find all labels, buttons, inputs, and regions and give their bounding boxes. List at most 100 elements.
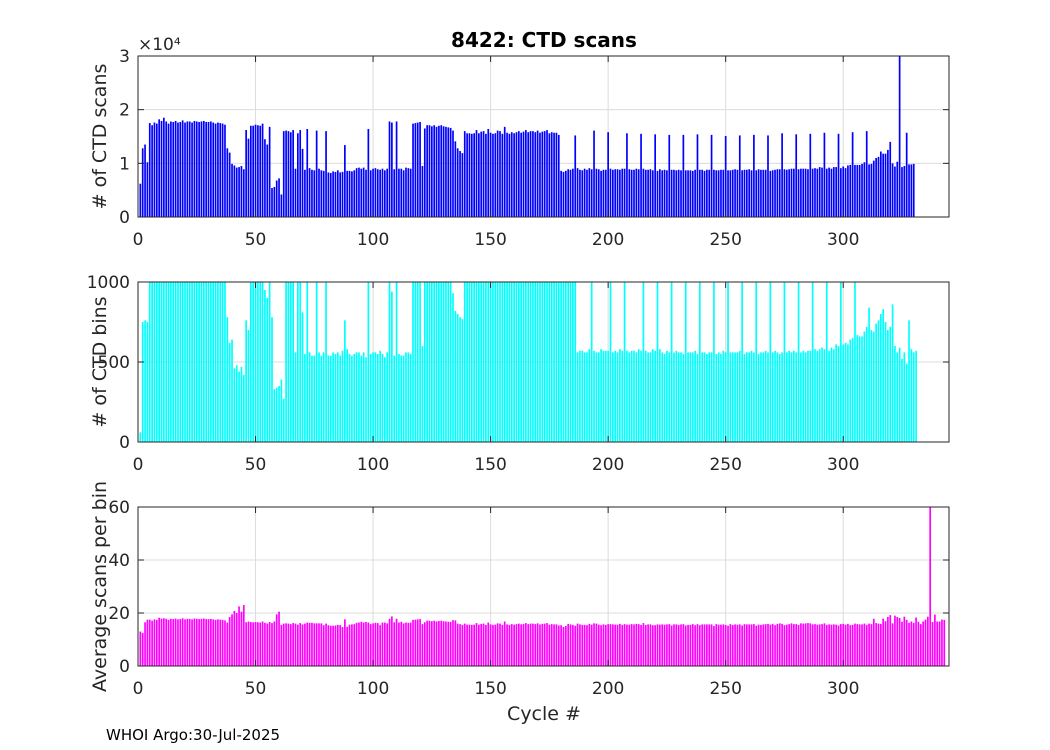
bar — [485, 282, 487, 442]
bar — [233, 165, 236, 217]
bar — [557, 134, 560, 217]
bar — [943, 619, 946, 666]
bar — [217, 122, 219, 217]
bar — [701, 169, 704, 217]
bar — [884, 322, 887, 442]
bar — [322, 170, 325, 217]
bar — [875, 323, 877, 442]
bar — [774, 625, 776, 666]
bar — [240, 366, 243, 442]
bar — [160, 618, 163, 666]
bar — [200, 121, 203, 217]
bar — [367, 282, 370, 442]
bar — [278, 611, 280, 666]
bar — [703, 352, 706, 442]
bar — [572, 282, 574, 442]
bar — [386, 623, 389, 666]
bar — [546, 130, 548, 217]
bar — [198, 619, 200, 666]
bar — [593, 130, 595, 217]
bar — [351, 355, 353, 442]
bar — [626, 133, 628, 217]
bar — [466, 133, 468, 217]
bar — [539, 282, 541, 442]
bar — [473, 282, 475, 442]
bar — [868, 164, 870, 217]
bar — [463, 282, 466, 442]
bar — [795, 352, 798, 442]
bar — [825, 168, 828, 217]
bar — [170, 618, 172, 666]
bar — [400, 355, 403, 442]
bar — [228, 152, 231, 217]
bar — [684, 170, 687, 217]
bar — [741, 625, 743, 666]
bar — [440, 620, 443, 666]
bar — [682, 354, 685, 442]
x-tick-label: 250 — [709, 230, 741, 250]
bar — [830, 168, 833, 217]
bar — [828, 624, 830, 666]
bar — [430, 282, 433, 442]
bar — [644, 624, 647, 666]
bar — [423, 128, 426, 217]
bar — [710, 624, 713, 666]
bar — [560, 282, 562, 442]
bar — [593, 623, 595, 666]
bar — [327, 172, 330, 217]
bar — [508, 282, 511, 442]
bar — [306, 622, 309, 666]
bar — [595, 168, 598, 217]
bar — [301, 624, 304, 666]
bar — [722, 624, 725, 666]
bar — [870, 330, 873, 442]
bar — [461, 624, 464, 666]
bar — [383, 622, 386, 666]
bar — [510, 282, 513, 442]
bar — [170, 121, 172, 217]
bar — [750, 350, 753, 442]
bar — [889, 141, 892, 217]
bar — [515, 282, 518, 442]
bar — [492, 624, 494, 666]
bar — [391, 122, 393, 217]
bar — [675, 350, 678, 442]
bar — [793, 168, 795, 217]
bar — [753, 624, 755, 666]
bar — [339, 625, 342, 666]
bar — [727, 625, 729, 666]
x-tick-label: 100 — [357, 455, 389, 475]
bar — [405, 622, 407, 666]
bar — [346, 170, 349, 217]
bar — [141, 148, 144, 217]
bar — [757, 354, 760, 442]
bar — [527, 624, 530, 666]
bar — [870, 624, 873, 666]
bar — [762, 624, 765, 666]
y-tick-label: 3 — [119, 47, 130, 67]
bar — [273, 186, 276, 217]
bar — [656, 624, 659, 666]
bar — [771, 623, 774, 666]
bar — [412, 282, 414, 442]
bar — [595, 623, 598, 666]
bar — [659, 169, 661, 217]
bar — [388, 121, 391, 217]
bar — [304, 354, 306, 442]
bar — [395, 618, 398, 666]
bar — [442, 621, 445, 666]
bar — [522, 131, 525, 217]
bar — [785, 352, 788, 442]
bar — [332, 352, 334, 442]
bar — [247, 621, 250, 666]
bar — [426, 125, 428, 217]
bar — [635, 623, 638, 666]
bar — [402, 355, 405, 442]
bar — [510, 624, 513, 666]
bar — [285, 130, 287, 217]
bar — [503, 126, 506, 217]
bar — [430, 126, 433, 217]
bar — [858, 624, 861, 666]
bar — [863, 331, 866, 442]
bar — [849, 339, 852, 442]
